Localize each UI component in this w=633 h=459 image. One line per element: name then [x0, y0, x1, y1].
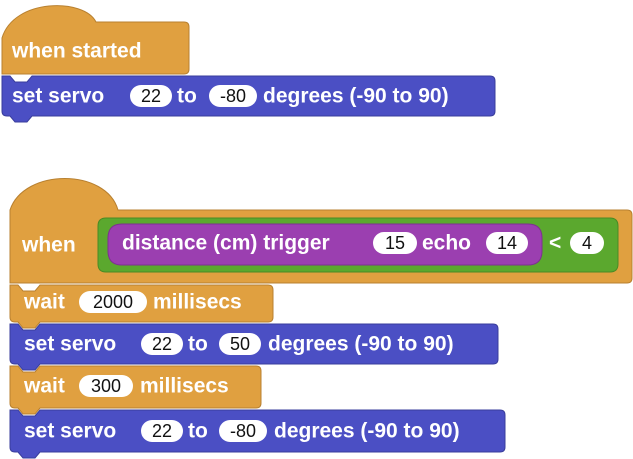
wait-duration-input[interactable] [79, 375, 133, 397]
wait-duration-value: 300 [91, 376, 121, 396]
servo-angle-input[interactable] [219, 420, 267, 442]
servo-angle-input[interactable] [209, 85, 257, 107]
wait-block-2[interactable]: wait 300 millisecs [9, 365, 262, 415]
degrees-label: degrees (-90 to 90) [268, 333, 454, 356]
servo-angle-value: 50 [230, 334, 250, 354]
to-label: to [188, 333, 208, 356]
set-servo-block-1[interactable]: set servo 22 to -80 degrees (-90 to 90) [1, 75, 496, 123]
wait-duration-input[interactable] [79, 291, 147, 313]
millisecs-label: millisecs [140, 375, 229, 398]
when-label: when [21, 234, 76, 257]
trigger-pin-value: 15 [385, 233, 405, 253]
wait-shape-2 [9, 365, 262, 415]
servo-pin-input[interactable] [141, 420, 183, 442]
wait-block-1[interactable]: wait 2000 millisecs [9, 284, 274, 329]
servo-pin-value: 22 [141, 86, 161, 106]
degrees-label: degrees (-90 to 90) [274, 420, 460, 443]
degrees-label: degrees (-90 to 90) [263, 85, 449, 108]
wait-duration-value: 2000 [93, 292, 133, 312]
servo-pin-value: 22 [152, 334, 172, 354]
set-servo-block-3[interactable]: set servo 22 to -80 degrees (-90 to 90) [9, 409, 506, 459]
set-servo-label: set servo [24, 420, 116, 443]
servo-angle-input[interactable] [219, 333, 261, 355]
servo-pin-value: 22 [152, 421, 172, 441]
servo-angle-value: -80 [230, 421, 256, 441]
to-label: to [177, 85, 197, 108]
distance-sensor-shape [107, 223, 543, 266]
when-started-hat-shape [1, 5, 190, 75]
distance-sensor-block[interactable]: distance (cm) trigger 15 echo 14 [107, 223, 543, 266]
trigger-pin-input[interactable] [373, 232, 417, 254]
servo-pin-input[interactable] [141, 333, 183, 355]
wait-label: wait [23, 375, 65, 398]
echo-pin-value: 14 [497, 233, 517, 253]
when-condition-hat-block[interactable]: when distance (cm) trigger 15 echo 14 < … [9, 178, 633, 284]
when-started-hat-block[interactable]: when started [1, 5, 190, 75]
millisecs-label: millisecs [153, 291, 242, 314]
less-than-symbol: < [549, 232, 561, 255]
less-than-operator-block[interactable]: distance (cm) trigger 15 echo 14 < 4 [97, 217, 619, 273]
script-when-started[interactable]: when started set servo 22 to -80 degrees… [1, 5, 496, 123]
threshold-input[interactable] [570, 232, 604, 254]
servo-pin-input[interactable] [130, 85, 172, 107]
servo-angle-value: -80 [220, 86, 246, 106]
set-servo-block-2[interactable]: set servo 22 to 50 degrees (-90 to 90) [9, 323, 499, 371]
script-when-condition[interactable]: when distance (cm) trigger 15 echo 14 < … [9, 178, 633, 459]
echo-label: echo [422, 232, 471, 255]
wait-label: wait [23, 291, 65, 314]
when-started-label: when started [11, 40, 142, 63]
to-label: to [188, 420, 208, 443]
threshold-value: 4 [582, 233, 592, 253]
set-servo-label: set servo [12, 85, 104, 108]
distance-label: distance (cm) trigger [122, 232, 330, 255]
echo-pin-input[interactable] [486, 232, 528, 254]
set-servo-label: set servo [24, 333, 116, 356]
